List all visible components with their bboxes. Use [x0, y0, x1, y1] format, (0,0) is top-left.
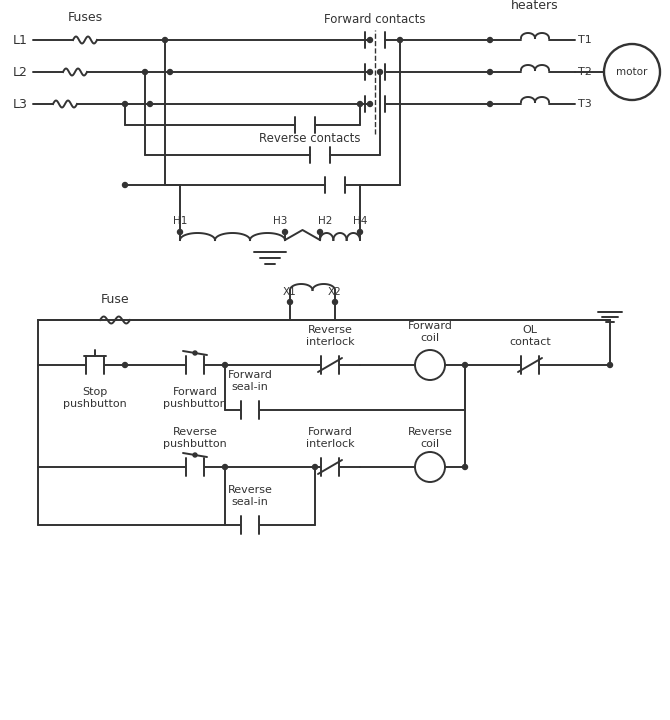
Circle shape [377, 70, 383, 74]
Text: L3: L3 [13, 97, 28, 110]
Text: H4: H4 [353, 216, 367, 226]
Text: Reverse
coil: Reverse coil [407, 428, 452, 449]
Circle shape [312, 464, 318, 469]
Text: OL
heaters: OL heaters [511, 0, 559, 12]
Circle shape [462, 464, 468, 469]
Circle shape [123, 182, 127, 187]
Circle shape [222, 362, 228, 367]
Circle shape [358, 102, 362, 107]
Circle shape [287, 300, 293, 305]
Text: Reverse
interlock: Reverse interlock [306, 325, 354, 347]
Text: T2: T2 [578, 67, 592, 77]
Text: Fuse: Fuse [100, 293, 129, 306]
Text: X2: X2 [328, 287, 342, 297]
Text: T3: T3 [578, 99, 592, 109]
Text: Fuses: Fuses [68, 11, 103, 24]
Circle shape [143, 70, 147, 74]
Circle shape [178, 230, 182, 235]
Text: motor: motor [616, 67, 648, 77]
Text: X1: X1 [283, 287, 297, 297]
Text: Forward
coil: Forward coil [407, 321, 452, 343]
Circle shape [193, 351, 197, 355]
Circle shape [368, 37, 373, 42]
Text: OL
contact: OL contact [509, 325, 551, 347]
Circle shape [488, 102, 492, 107]
Circle shape [608, 362, 612, 367]
Text: Reverse
seal-in: Reverse seal-in [228, 485, 273, 507]
Circle shape [168, 70, 172, 74]
Text: T1: T1 [578, 35, 592, 45]
Text: Forward
pushbutton: Forward pushbutton [163, 387, 227, 409]
Circle shape [193, 453, 197, 457]
Text: H2: H2 [318, 216, 332, 226]
Text: H3: H3 [273, 216, 287, 226]
Circle shape [358, 230, 362, 235]
Circle shape [332, 300, 338, 305]
Text: Forward
seal-in: Forward seal-in [228, 370, 273, 392]
Circle shape [147, 102, 153, 107]
Text: L2: L2 [13, 66, 28, 78]
Circle shape [318, 230, 322, 235]
Circle shape [123, 362, 127, 367]
Circle shape [163, 37, 168, 42]
Circle shape [368, 70, 373, 74]
Text: Stop
pushbutton: Stop pushbutton [63, 387, 127, 409]
Circle shape [368, 102, 373, 107]
Text: L1: L1 [13, 34, 28, 47]
Circle shape [397, 37, 403, 42]
Text: Reverse contacts: Reverse contacts [259, 132, 360, 145]
Text: Forward
interlock: Forward interlock [306, 428, 354, 449]
Circle shape [283, 230, 287, 235]
Circle shape [488, 37, 492, 42]
Text: Reverse
pushbutton: Reverse pushbutton [163, 428, 227, 449]
Circle shape [488, 70, 492, 74]
Circle shape [462, 362, 468, 367]
Text: Forward contacts: Forward contacts [324, 13, 425, 26]
Text: H1: H1 [173, 216, 187, 226]
Circle shape [123, 102, 127, 107]
Circle shape [222, 464, 228, 469]
